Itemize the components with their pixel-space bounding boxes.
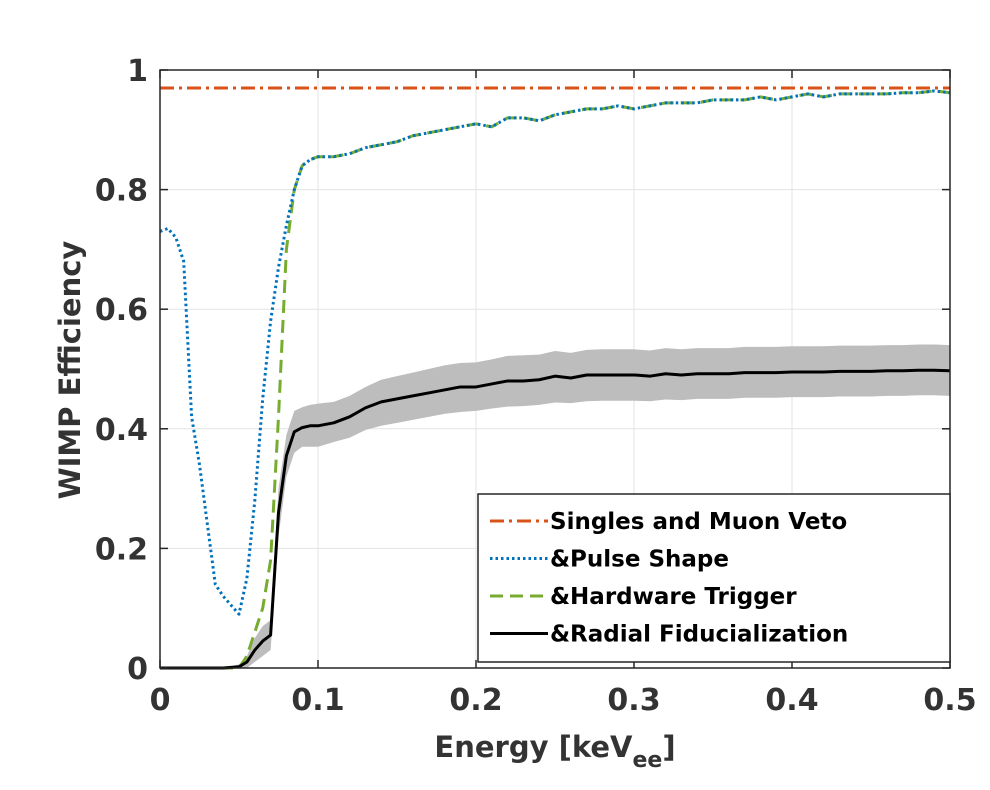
- plot-frame: [159, 69, 951, 669]
- x-tick-label: 0: [150, 683, 171, 718]
- y-tick-label: 0.2: [95, 532, 148, 567]
- x-tick-label: 0.4: [765, 683, 818, 718]
- x-tick-label: 0.3: [607, 683, 660, 718]
- x-axis-label-close: ]: [662, 730, 675, 764]
- y-tick-label: 0: [127, 652, 148, 687]
- x-tick-label: 0.1: [291, 683, 344, 718]
- x-axis-label-subscript: ee: [632, 748, 662, 773]
- legend: Singles and Muon Veto&Pulse Shape&Hardwa…: [477, 493, 951, 663]
- x-tick-label: 0.2: [449, 683, 502, 718]
- y-axis-label: WIMP Efficiency: [53, 241, 87, 500]
- series-layer: [159, 86, 951, 670]
- legend-box: [477, 493, 951, 663]
- legend-label-0: Singles and Muon Veto: [550, 509, 847, 535]
- y-tick-label: 1: [127, 54, 148, 89]
- x-axis-label: Energy [keVee]: [434, 730, 675, 773]
- legend-label-1: &Pulse Shape: [550, 547, 729, 573]
- x-axis-label-main: Energy [keV: [434, 730, 633, 764]
- x-tick-label: 0.5: [923, 683, 976, 718]
- y-tick-label: 0.6: [95, 293, 148, 328]
- series-line-1: [159, 89, 951, 616]
- y-tick-label: 0.8: [95, 174, 148, 209]
- uncertainty-band: [160, 344, 950, 668]
- legend-label-3: &Radial Fiducialization: [550, 622, 848, 648]
- series-line-3: [160, 368, 951, 670]
- series-line-2: [160, 89, 951, 670]
- y-tick-label: 0.4: [95, 413, 148, 448]
- legend-label-2: &Hardware Trigger: [550, 584, 797, 610]
- uncertainty-band-layer: [160, 344, 950, 668]
- tick-labels: 0 0.1 0.2 0.3 0.4 0.5 0 0.2 0.4 0.6 0.8 1: [95, 54, 977, 718]
